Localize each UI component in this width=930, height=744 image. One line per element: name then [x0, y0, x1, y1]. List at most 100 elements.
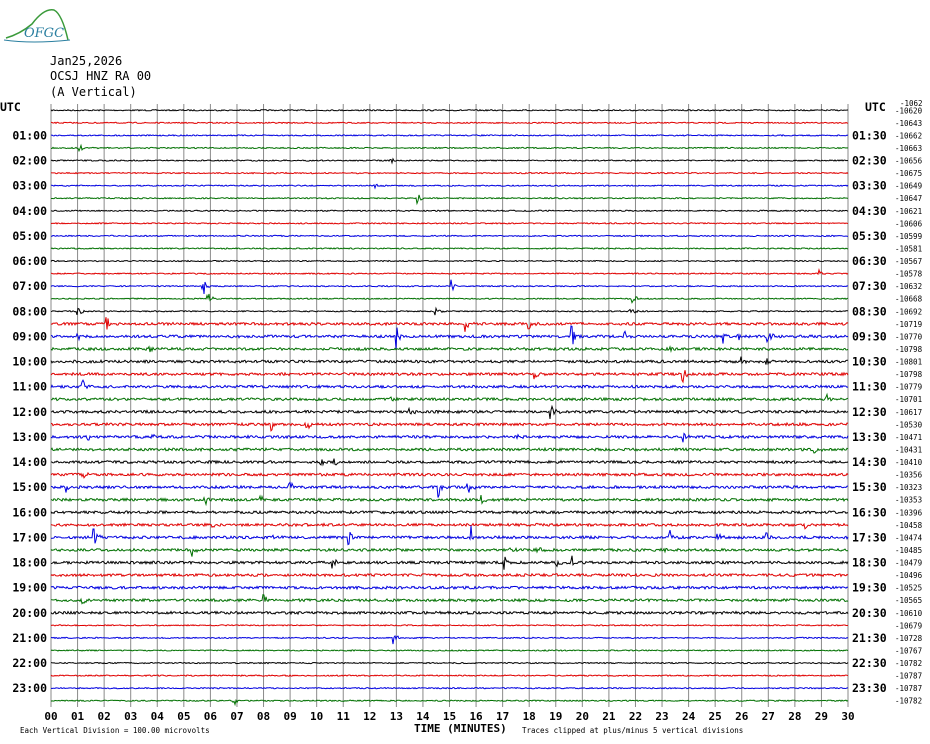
- left-hour-label: 20:00: [12, 606, 47, 620]
- component-label: (A Vertical): [50, 85, 137, 99]
- trace-2: [50, 134, 849, 137]
- trace-30: [50, 481, 849, 498]
- x-tick-label: 09: [283, 710, 296, 723]
- right-hour-label: 07:30: [852, 279, 887, 293]
- trace-offset-label: -10567: [895, 257, 922, 266]
- x-tick-label: 13: [390, 710, 403, 723]
- logo-mountain: [5, 9, 69, 41]
- trace-offset-label: -10719: [895, 320, 922, 329]
- right-hour-label: 20:30: [852, 606, 887, 620]
- trace-offset-label: -10525: [895, 584, 922, 593]
- trace-offset-label: -10410: [895, 458, 923, 467]
- trace-offset-label: -10621: [895, 207, 922, 216]
- trace-offset-label: -10679: [895, 621, 922, 630]
- x-tick-label: 17: [496, 710, 509, 723]
- trace-offset-label: -10767: [895, 646, 922, 655]
- left-hour-label: 08:00: [12, 304, 47, 318]
- x-tick-label: 10: [310, 710, 323, 723]
- trace-36: [50, 555, 849, 570]
- left-hour-label: 04:00: [12, 204, 47, 218]
- trace-offset-label: -10356: [895, 471, 923, 480]
- left-hour-label: 06:00: [12, 254, 47, 268]
- trace-31: [50, 494, 849, 507]
- trace-12: [50, 259, 849, 263]
- right-hour-label: 11:30: [852, 380, 887, 394]
- trace-15: [50, 293, 849, 304]
- left-hour-label: 12:00: [12, 405, 47, 419]
- right-hour-label: 05:30: [852, 229, 887, 243]
- trace-22: [50, 379, 849, 390]
- left-hour-label: 17:00: [12, 530, 47, 544]
- left-hour-label: 05:00: [12, 229, 47, 243]
- trace-offset-label: -10798: [895, 370, 923, 379]
- trace-offset-label: -10649: [895, 182, 922, 191]
- trace-offset-label: -10458: [895, 521, 923, 530]
- chart-date: Jan25,2026: [50, 54, 123, 68]
- x-tick-label: 19: [549, 710, 562, 723]
- trace-41: [50, 623, 849, 627]
- trace-28: [50, 458, 849, 467]
- trace-3: [50, 143, 849, 153]
- trace-offset-label: -10530: [895, 420, 923, 429]
- trace-44: [50, 661, 849, 665]
- x-tick-label: 27: [762, 710, 775, 723]
- trace-29: [50, 471, 849, 479]
- trace-38: [50, 585, 849, 591]
- logo-swoosh: [3, 39, 71, 43]
- trace-18: [50, 325, 849, 349]
- right-utc-label: UTC: [865, 100, 886, 114]
- x-tick-label: 24: [682, 710, 696, 723]
- trace-offset-label: -10474: [895, 533, 923, 542]
- trace-27: [50, 446, 849, 454]
- trace-11: [50, 247, 849, 250]
- left-hour-label: 16:00: [12, 505, 47, 519]
- trace-46: [50, 686, 849, 690]
- trace-9: [50, 221, 848, 225]
- x-tick-label: 00: [44, 710, 57, 723]
- left-hour-label: 21:00: [12, 631, 47, 645]
- x-tick-label: 28: [788, 710, 801, 723]
- logo-text: OFGC: [24, 26, 65, 41]
- left-hour-label: 02:00: [12, 154, 47, 168]
- trace-47: [50, 698, 849, 707]
- right-hour-label: 04:30: [852, 204, 887, 218]
- trace-offset-label: -10787: [895, 672, 922, 681]
- trace-offset-label: -10770: [895, 332, 923, 341]
- trace-offset-label: -10396: [895, 508, 923, 517]
- x-tick-label: 25: [709, 710, 722, 723]
- x-tick-label: 16: [469, 710, 483, 723]
- trace-offset-label: -10323: [895, 483, 922, 492]
- trace-39: [50, 594, 849, 605]
- trace-offset-label: -10617: [895, 408, 922, 417]
- trace-offset-label: -10485: [895, 546, 922, 555]
- trace-1: [50, 121, 849, 125]
- trace-25: [50, 421, 849, 432]
- trace-offset-label: -10581: [895, 244, 922, 253]
- ofgc-logo: [3, 9, 71, 43]
- x-tick-label: 29: [815, 710, 828, 723]
- x-tick-label: 04: [151, 710, 165, 723]
- x-tick-label: 26: [735, 710, 749, 723]
- trace-45: [50, 674, 849, 677]
- x-tick-label: 08: [257, 710, 270, 723]
- trace-42: [50, 634, 849, 645]
- trace-offset-label: -10782: [895, 659, 922, 668]
- x-tick-label: 23: [655, 710, 668, 723]
- right-hour-label: 10:30: [852, 355, 887, 369]
- right-hour-label: 15:30: [852, 480, 887, 494]
- x-tick-label: 15: [443, 710, 456, 723]
- trace-offset-label: -10728: [895, 634, 923, 643]
- trace-offset-label: -10668: [895, 295, 923, 304]
- x-tick-label: 06: [204, 710, 218, 723]
- trace-offset-label: -10779: [895, 383, 922, 392]
- x-tick-label: 30: [841, 710, 854, 723]
- x-tick-label: 02: [98, 710, 111, 723]
- x-tick-label: 22: [629, 710, 642, 723]
- x-tick-label: 03: [124, 710, 137, 723]
- trace-34: [50, 525, 849, 546]
- trace-offset-label: -10662: [895, 131, 922, 140]
- x-tick-label: 12: [363, 710, 376, 723]
- trace-5: [50, 171, 849, 175]
- trace-10: [51, 234, 849, 238]
- trace-13: [50, 267, 849, 276]
